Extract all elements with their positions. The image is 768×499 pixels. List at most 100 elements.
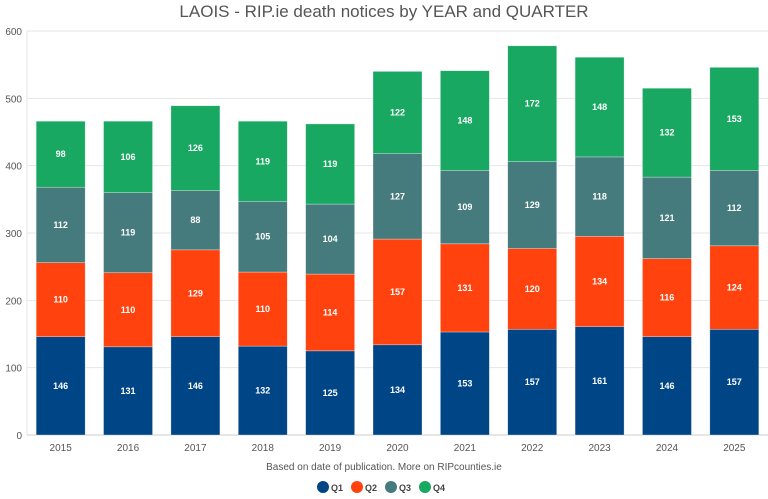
- data-label: 172: [525, 99, 540, 109]
- bar-q4: [642, 87, 692, 178]
- data-label: 124: [727, 283, 742, 293]
- x-tick-label: 2025: [723, 443, 746, 454]
- data-label: 121: [659, 213, 674, 223]
- data-label: 157: [525, 377, 540, 387]
- data-label: 132: [255, 386, 270, 396]
- legend-label: Q1: [331, 483, 343, 493]
- data-label: 105: [255, 232, 270, 242]
- bar-q2: [372, 238, 423, 346]
- bar-q2: [440, 243, 490, 333]
- bar-q4: [574, 56, 625, 158]
- legend-label: Q2: [365, 483, 377, 493]
- data-label: 146: [188, 381, 203, 391]
- data-label: 146: [53, 381, 68, 391]
- bar-q1: [305, 350, 355, 436]
- data-label: 125: [323, 388, 338, 398]
- bar-q4: [305, 123, 355, 205]
- data-label: 119: [256, 156, 271, 166]
- x-tick-label: 2021: [454, 443, 477, 454]
- bar-q4: [35, 120, 86, 188]
- bar-q1: [574, 326, 625, 436]
- bar-q1: [642, 336, 692, 436]
- data-label: 110: [256, 304, 271, 314]
- legend: Q1 Q2 Q3 Q4: [317, 481, 445, 493]
- data-label: 114: [323, 307, 338, 317]
- bar-q3: [35, 186, 86, 263]
- data-label: 131: [457, 283, 472, 293]
- x-axis-label: Based on date of publication. More on RI…: [266, 462, 502, 473]
- x-tick-label: 2024: [656, 443, 679, 454]
- bar-q2: [35, 262, 86, 337]
- bar-q4: [170, 105, 221, 191]
- bar-q2: [170, 249, 221, 337]
- data-label: 126: [188, 143, 203, 153]
- data-label: 118: [592, 192, 607, 202]
- bar-q3: [507, 161, 558, 249]
- data-label: 129: [188, 288, 203, 298]
- bar-q1: [170, 336, 221, 436]
- y-tick-label: 100: [5, 364, 22, 375]
- legend-marker-q2: [351, 481, 363, 493]
- bar-q3: [237, 201, 288, 273]
- data-label: 131: [121, 386, 136, 396]
- bar-q2: [709, 245, 760, 330]
- bar-q2: [574, 236, 625, 327]
- data-label: 116: [660, 293, 675, 303]
- bar-q4: [440, 70, 490, 171]
- data-label: 122: [390, 107, 405, 117]
- bar-q2: [305, 273, 355, 352]
- x-tick-label: 2019: [319, 443, 342, 454]
- legend-label: Q4: [433, 483, 445, 493]
- y-tick-label: 500: [5, 94, 22, 105]
- bar-q3: [642, 176, 692, 259]
- bar-q1: [372, 344, 423, 436]
- data-label: 119: [121, 228, 136, 238]
- bar-q1: [709, 328, 760, 436]
- bar-q3: [709, 170, 760, 247]
- data-label: 120: [525, 284, 540, 294]
- bar-q3: [574, 156, 625, 237]
- data-label: 88: [190, 215, 200, 225]
- bar-q1: [35, 336, 86, 436]
- data-label: 106: [121, 152, 136, 162]
- data-label: 112: [53, 220, 68, 230]
- legend-label: Q3: [399, 483, 411, 493]
- data-label: 110: [121, 305, 136, 315]
- data-label: 148: [592, 102, 607, 112]
- data-label: 161: [592, 376, 607, 386]
- bar-q3: [305, 203, 355, 275]
- x-tick-label: 2017: [184, 443, 207, 454]
- bar-q3: [372, 153, 423, 240]
- x-tick-label: 2023: [588, 443, 611, 454]
- x-tick-label: 2022: [521, 443, 544, 454]
- bar-q1: [507, 328, 558, 436]
- y-tick-label: 0: [16, 431, 22, 442]
- bar-q1: [103, 346, 153, 436]
- x-tick-label: 2016: [117, 443, 140, 454]
- data-label: 132: [659, 128, 674, 138]
- data-label: 110: [53, 295, 68, 305]
- bar-q4: [709, 67, 760, 171]
- data-label: 146: [659, 381, 674, 391]
- bar-q1: [440, 331, 490, 436]
- bar-q4: [372, 71, 423, 154]
- x-tick-label: 2015: [50, 443, 73, 454]
- bar-q2: [642, 258, 692, 337]
- x-tick-label: 2018: [252, 443, 275, 454]
- data-label: 98: [56, 149, 66, 159]
- bar-q2: [507, 248, 558, 330]
- chart-title: LAOIS - RIP.ie death notices by YEAR and…: [179, 2, 588, 21]
- data-label: 157: [727, 377, 742, 387]
- bar-q4: [103, 120, 153, 193]
- data-label: 112: [727, 203, 742, 213]
- data-label: 153: [457, 378, 472, 388]
- data-label: 104: [323, 234, 338, 244]
- data-label: 119: [323, 159, 338, 169]
- data-label: 109: [457, 202, 472, 212]
- data-label: 127: [390, 191, 405, 201]
- data-label: 153: [727, 114, 742, 124]
- bar-q4: [507, 45, 558, 162]
- legend-marker-q1: [317, 481, 329, 493]
- y-tick-label: 400: [5, 162, 22, 173]
